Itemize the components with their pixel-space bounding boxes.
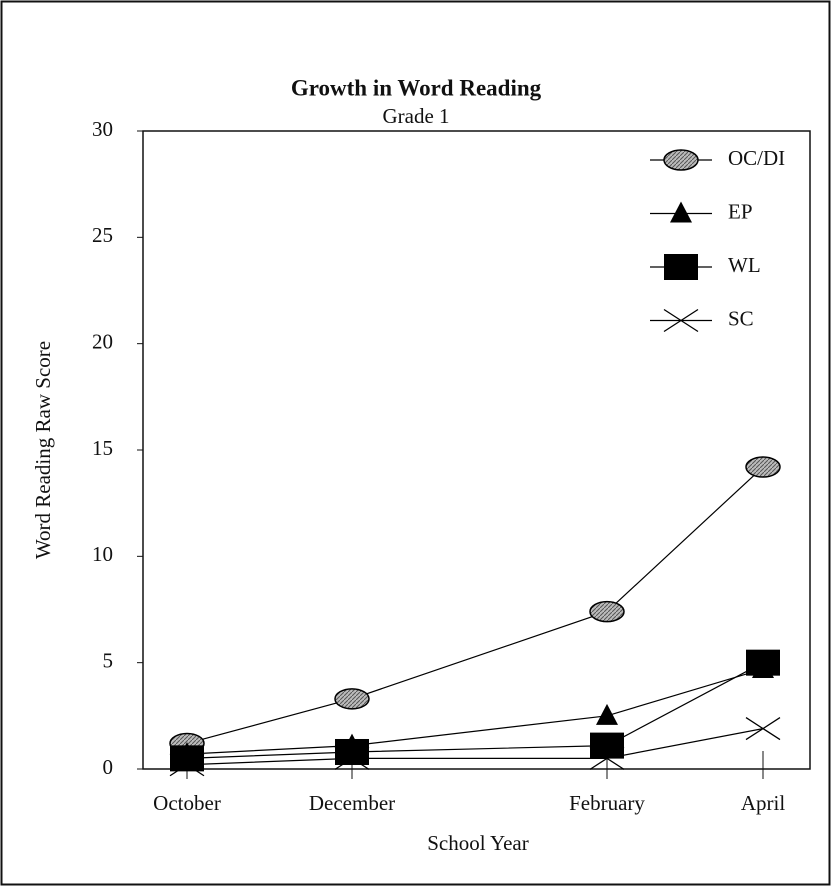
series-line bbox=[186, 662, 764, 759]
x-tick-label: December bbox=[309, 791, 395, 815]
y-axis-label: Word Reading Raw Score bbox=[31, 341, 55, 559]
marker bbox=[663, 308, 699, 333]
marker bbox=[590, 732, 624, 759]
plot-area bbox=[142, 130, 811, 770]
marker bbox=[745, 717, 781, 741]
x-tick-label: February bbox=[569, 791, 645, 815]
legend-label: EP bbox=[728, 199, 753, 223]
legend-label: WL bbox=[728, 253, 761, 277]
marker bbox=[170, 745, 204, 772]
y-tick-label: 5 bbox=[103, 648, 114, 672]
x-axis-label: School Year bbox=[427, 831, 529, 855]
marker bbox=[334, 688, 370, 710]
marker bbox=[589, 600, 625, 623]
marker bbox=[335, 738, 369, 765]
y-tick-label: 20 bbox=[92, 329, 113, 353]
y-tick-label: 25 bbox=[92, 223, 113, 247]
marker bbox=[663, 149, 699, 171]
chart-title: Growth in Word Reading bbox=[291, 75, 542, 100]
marker bbox=[670, 201, 692, 223]
marker bbox=[596, 703, 618, 725]
y-tick-label: 30 bbox=[92, 117, 113, 141]
marker bbox=[589, 746, 625, 770]
marker bbox=[169, 753, 205, 777]
marker bbox=[746, 649, 780, 676]
y-tick-label: 10 bbox=[92, 542, 113, 566]
y-tick-label: 15 bbox=[92, 436, 113, 460]
chart-subtitle: Grade 1 bbox=[382, 104, 449, 128]
marker bbox=[334, 746, 370, 770]
legend-label: SC bbox=[728, 306, 754, 330]
series-line bbox=[186, 668, 764, 755]
legend-label: OC/DI bbox=[728, 146, 785, 170]
marker bbox=[664, 254, 698, 280]
marker bbox=[745, 456, 781, 478]
y-tick-label: 0 bbox=[103, 755, 114, 779]
series-line bbox=[186, 728, 764, 766]
series-line bbox=[186, 466, 764, 745]
x-tick-label: October bbox=[153, 791, 221, 815]
x-tick-label: April bbox=[741, 791, 785, 815]
